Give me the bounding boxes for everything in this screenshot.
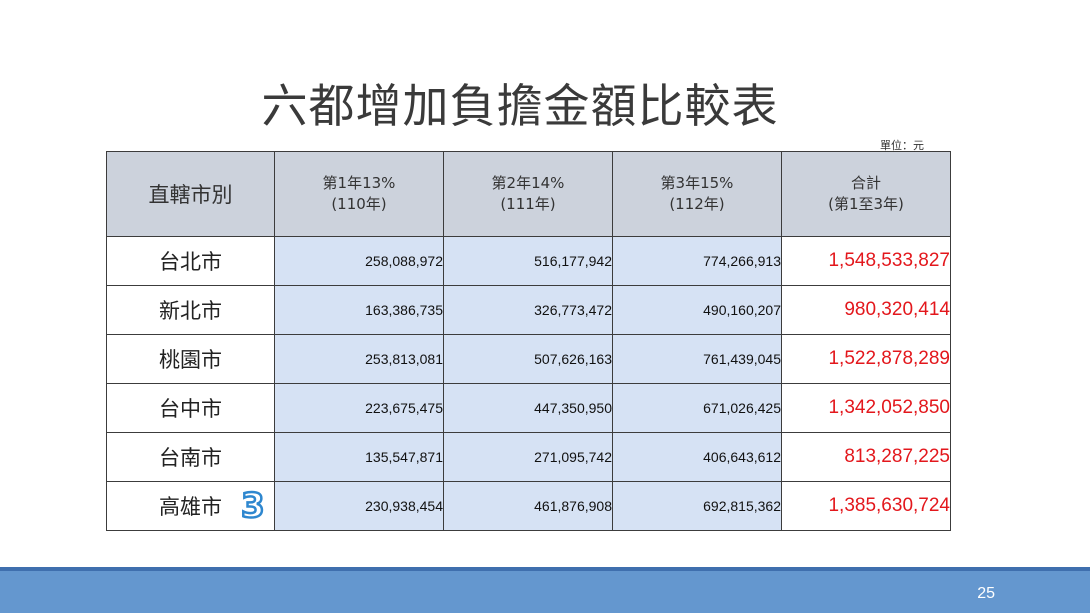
total-amount: 1,548,533,827 <box>781 236 951 286</box>
header-city: 直轄市別 <box>106 151 275 237</box>
table-row: 台中市 223,675,475 447,350,950 671,026,425 … <box>106 383 951 433</box>
year2-amount: 507,626,163 <box>443 334 613 384</box>
year3-amount: 692,815,362 <box>612 481 782 531</box>
year1-amount: 135,547,871 <box>274 432 444 482</box>
header-year2: 第2年14% (111年) <box>443 151 613 237</box>
year1-amount: 163,386,735 <box>274 285 444 335</box>
table-row: 高雄市 3 230,938,454 461,876,908 692,815,36… <box>106 481 951 531</box>
year2-amount: 461,876,908 <box>443 481 613 531</box>
year3-amount: 761,439,045 <box>612 334 782 384</box>
page-number: 25 <box>977 585 995 602</box>
comparison-table: 直轄市別 第1年13% (110年) 第2年14% (111年) 第3年15% … <box>106 151 951 531</box>
city-name: 台南市 <box>106 432 275 482</box>
year2-amount: 516,177,942 <box>443 236 613 286</box>
header-total-label: 合計 <box>850 174 881 192</box>
year3-amount: 406,643,612 <box>612 432 782 482</box>
total-amount: 980,320,414 <box>781 285 951 335</box>
year3-amount: 490,160,207 <box>612 285 782 335</box>
header-total: 合計 (第1至3年) <box>781 151 951 237</box>
number-three-badge: 3 <box>240 486 266 526</box>
header-year1-year: (110年) <box>331 195 387 213</box>
city-name: 桃園市 <box>106 334 275 384</box>
total-amount: 813,287,225 <box>781 432 951 482</box>
page-title: 六都增加負擔金額比較表 <box>261 79 779 133</box>
header-year3-year: (112年) <box>669 195 725 213</box>
header-year1: 第1年13% (110年) <box>274 151 444 237</box>
total-amount: 1,522,878,289 <box>781 334 951 384</box>
table-row: 台南市 135,547,871 271,095,742 406,643,612 … <box>106 432 951 482</box>
year1-amount: 253,813,081 <box>274 334 444 384</box>
table-row: 台北市 258,088,972 516,177,942 774,266,913 … <box>106 236 951 286</box>
header-year2-year: (111年) <box>500 195 556 213</box>
total-amount: 1,385,630,724 <box>781 481 951 531</box>
city-name: 台北市 <box>106 236 275 286</box>
year1-amount: 258,088,972 <box>274 236 444 286</box>
city-name: 高雄市 <box>159 495 222 519</box>
city-name-cell: 高雄市 3 <box>106 481 275 531</box>
header-total-range: (第1至3年) <box>828 195 904 213</box>
year3-amount: 671,026,425 <box>612 383 782 433</box>
header-year3: 第3年15% (112年) <box>612 151 782 237</box>
year2-amount: 447,350,950 <box>443 383 613 433</box>
city-name: 新北市 <box>106 285 275 335</box>
footer-bar: 25 <box>0 567 1090 613</box>
year3-amount: 774,266,913 <box>612 236 782 286</box>
year2-amount: 271,095,742 <box>443 432 613 482</box>
year1-amount: 230,938,454 <box>274 481 444 531</box>
unit-label: 單位：元 <box>880 139 924 152</box>
year2-amount: 326,773,472 <box>443 285 613 335</box>
header-year2-rate: 第2年14% <box>491 174 565 192</box>
city-name: 台中市 <box>106 383 275 433</box>
header-year1-rate: 第1年13% <box>322 174 396 192</box>
table-header-row: 直轄市別 第1年13% (110年) 第2年14% (111年) 第3年15% … <box>106 151 951 237</box>
table-row: 新北市 163,386,735 326,773,472 490,160,207 … <box>106 285 951 335</box>
table-row: 桃園市 253,813,081 507,626,163 761,439,045 … <box>106 334 951 384</box>
year1-amount: 223,675,475 <box>274 383 444 433</box>
header-year3-rate: 第3年15% <box>660 174 734 192</box>
total-amount: 1,342,052,850 <box>781 383 951 433</box>
